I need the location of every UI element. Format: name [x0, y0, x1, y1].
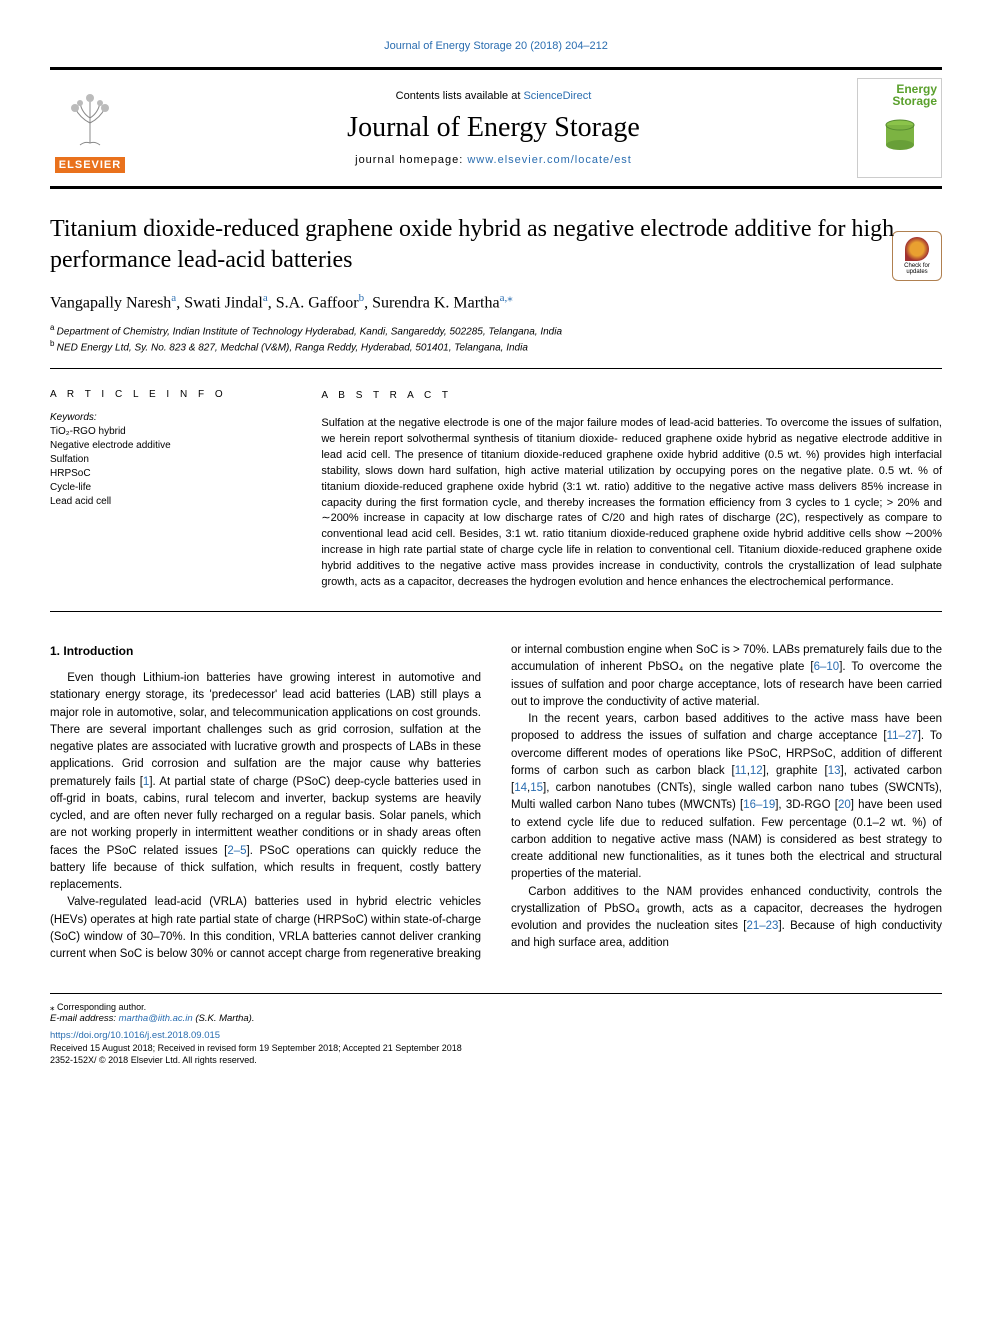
contents-line: Contents lists available at ScienceDirec… — [130, 90, 857, 102]
homepage-prefix: journal homepage: — [355, 154, 467, 166]
journal-homepage: journal homepage: www.elsevier.com/locat… — [130, 154, 857, 166]
article-info-heading: A R T I C L E I N F O — [50, 389, 291, 400]
ref-link[interactable]: 12 — [750, 765, 763, 777]
ref-link[interactable]: 6–10 — [814, 661, 840, 673]
paragraph-1: Even though Lithium-ion batteries have g… — [50, 670, 481, 894]
ref-link[interactable]: 20 — [838, 799, 851, 811]
elsevier-brand-text: ELSEVIER — [55, 157, 125, 173]
corresponding-author: ⁎ Corresponding author. — [50, 1002, 942, 1013]
author-name: Surendra K. Martha — [372, 295, 500, 312]
body-columns: 1. Introduction Even though Lithium-ion … — [50, 642, 942, 963]
abstract-block: A B S T R A C T Sulfation at the negativ… — [321, 389, 942, 591]
abstract-heading: A B S T R A C T — [321, 389, 942, 404]
check-updates-label: Check for updates — [893, 263, 941, 275]
author-name: Vangapally Naresh — [50, 295, 171, 312]
email-link[interactable]: martha@iith.ac.in — [119, 1013, 193, 1024]
keyword-item: Cycle-life — [50, 481, 291, 495]
ref-link[interactable]: 11–27 — [887, 730, 918, 742]
keywords-label: Keywords: — [50, 412, 291, 423]
crossmark-icon — [905, 237, 929, 261]
ref-link[interactable]: 13 — [828, 765, 841, 777]
paragraph-4: Carbon additives to the NAM provides enh… — [511, 884, 942, 953]
ref-link[interactable]: 2–5 — [227, 845, 246, 857]
ref-link[interactable]: 14 — [514, 782, 527, 794]
journal-center-block: Contents lists available at ScienceDirec… — [130, 90, 857, 166]
abstract-text: Sulfation at the negative electrode is o… — [321, 416, 942, 591]
journal-name: Journal of Energy Storage — [130, 112, 857, 144]
ref-link[interactable]: 15 — [530, 782, 543, 794]
elsevier-logo[interactable]: ELSEVIER — [50, 83, 130, 173]
citation-link[interactable]: Journal of Energy Storage 20 (2018) 204–… — [50, 40, 942, 52]
keyword-item: HRPSoC — [50, 467, 291, 481]
author-affil-marker: b — [359, 292, 365, 304]
article-title: Titanium dioxide-reduced graphene oxide … — [50, 214, 942, 276]
affiliation-line: b NED Energy Ltd, Sy. No. 823 & 827, Med… — [50, 339, 942, 353]
affiliation-line: a Department of Chemistry, Indian Instit… — [50, 323, 942, 337]
author-name: Swati Jindal — [184, 295, 263, 312]
doi-link[interactable]: https://doi.org/10.1016/j.est.2018.09.01… — [50, 1030, 942, 1041]
ref-link[interactable]: 11 — [735, 765, 747, 777]
issn-copyright: 2352-152X/ © 2018 Elsevier Ltd. All righ… — [50, 1055, 942, 1065]
keywords-list: TiO₂-RGO hybridNegative electrode additi… — [50, 425, 291, 509]
article-info-block: A R T I C L E I N F O Keywords: TiO₂-RGO… — [50, 389, 291, 591]
homepage-link[interactable]: www.elsevier.com/locate/est — [467, 154, 632, 166]
keyword-item: Lead acid cell — [50, 495, 291, 509]
keyword-item: Sulfation — [50, 453, 291, 467]
check-updates-badge[interactable]: Check for updates — [892, 231, 942, 281]
ref-link[interactable]: 16–19 — [743, 799, 775, 811]
journal-header: ELSEVIER Contents lists available at Sci… — [50, 67, 942, 189]
elsevier-tree-icon — [60, 93, 120, 157]
contents-prefix: Contents lists available at — [396, 90, 524, 102]
journal-cover-thumbnail[interactable]: EnergyStorage — [857, 78, 942, 178]
sciencedirect-link[interactable]: ScienceDirect — [523, 90, 591, 102]
footer-block: ⁎ Corresponding author. E-mail address: … — [50, 993, 942, 1065]
keyword-item: Negative electrode additive — [50, 439, 291, 453]
cover-title: EnergyStorage — [892, 83, 937, 107]
received-dates: Received 15 August 2018; Received in rev… — [50, 1043, 942, 1053]
ref-link[interactable]: 21–23 — [746, 920, 778, 932]
author-affil-marker: a — [263, 292, 268, 304]
section-heading: 1. Introduction — [50, 642, 481, 660]
author-affil-marker: a — [171, 292, 176, 304]
keyword-item: TiO₂-RGO hybrid — [50, 425, 291, 439]
paragraph-3: In the recent years, carbon based additi… — [511, 711, 942, 884]
battery-icon — [880, 115, 920, 164]
info-abstract-row: A R T I C L E I N F O Keywords: TiO₂-RGO… — [50, 368, 942, 612]
email-line: E-mail address: martha@iith.ac.in (S.K. … — [50, 1013, 942, 1024]
authors-line: Vangapally Naresha, Swati Jindala, S.A. … — [50, 291, 942, 312]
author-name: S.A. Gaffoor — [276, 295, 359, 312]
author-affil-marker: a,⁎ — [500, 292, 513, 304]
